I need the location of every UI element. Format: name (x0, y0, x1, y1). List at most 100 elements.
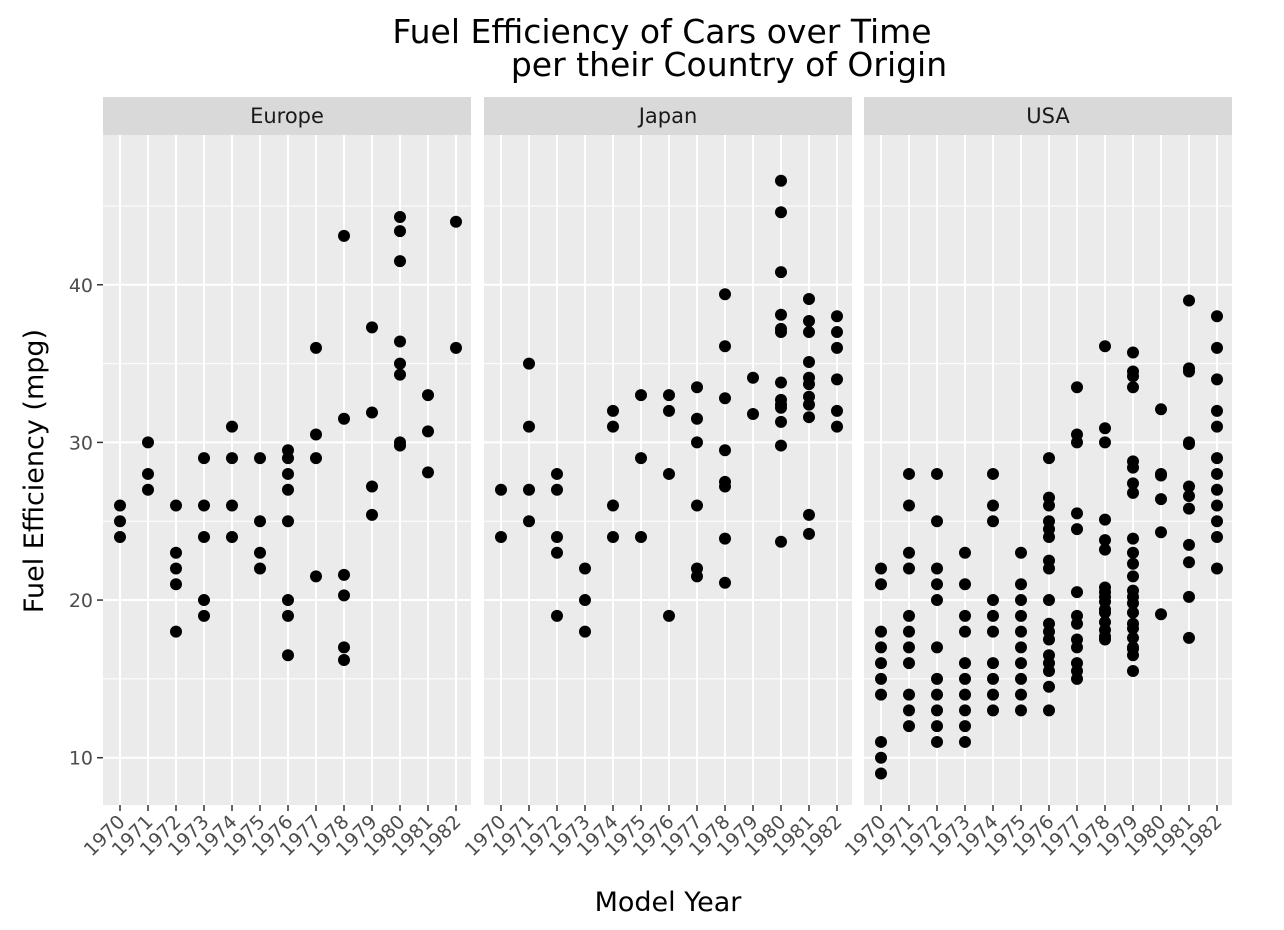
chart-title-line-1: Fuel Efficiency of Cars over Time (392, 12, 931, 51)
data-point (1127, 606, 1139, 619)
data-point (803, 527, 815, 540)
data-point (875, 625, 887, 638)
data-point (1211, 562, 1223, 575)
data-point (1127, 370, 1139, 383)
data-point (142, 436, 154, 449)
data-point (1127, 486, 1139, 499)
data-point (1015, 625, 1027, 638)
data-point (1211, 373, 1223, 386)
data-point (931, 688, 943, 701)
data-point (366, 508, 378, 521)
data-point (903, 562, 915, 575)
data-point (1155, 469, 1167, 482)
data-point (310, 570, 322, 583)
y-tick-label: 20 (69, 590, 93, 612)
data-point (1099, 422, 1111, 435)
data-point (1071, 617, 1083, 630)
data-point (831, 310, 843, 323)
data-point (959, 735, 971, 748)
data-point (1015, 609, 1027, 622)
data-point (607, 404, 619, 417)
data-point (959, 720, 971, 733)
data-point (1099, 513, 1111, 526)
data-point (338, 641, 350, 654)
data-point (775, 439, 787, 452)
data-point (338, 229, 350, 242)
data-point (1183, 502, 1195, 515)
data-point (1211, 404, 1223, 417)
data-point (1127, 546, 1139, 559)
data-point (691, 570, 703, 583)
data-point (523, 483, 535, 496)
data-point (1043, 633, 1055, 646)
data-point (523, 515, 535, 528)
data-point (422, 389, 434, 402)
data-point (1127, 557, 1139, 570)
data-point (691, 381, 703, 394)
facet-panel-usa: USA1970197119721973197419751976197719781… (841, 97, 1232, 861)
data-point (170, 546, 182, 559)
data-point (931, 641, 943, 654)
data-point (1183, 556, 1195, 569)
data-point (310, 428, 322, 441)
data-point (903, 609, 915, 622)
data-point (394, 225, 406, 238)
data-point (366, 480, 378, 493)
data-point (903, 499, 915, 512)
data-point (691, 412, 703, 425)
data-point (551, 467, 563, 480)
data-point (1183, 365, 1195, 378)
data-point (903, 704, 915, 717)
data-point (607, 499, 619, 512)
data-point (282, 594, 294, 607)
data-point (394, 210, 406, 223)
data-point (170, 499, 182, 512)
data-point (831, 404, 843, 417)
data-point (198, 452, 210, 465)
data-point (1155, 526, 1167, 539)
data-point (254, 562, 266, 575)
data-point (1211, 341, 1223, 354)
data-point (1043, 452, 1055, 465)
data-point (775, 535, 787, 548)
data-point (803, 508, 815, 521)
data-point (875, 751, 887, 764)
data-point (635, 389, 647, 402)
data-point (663, 404, 675, 417)
data-point (959, 688, 971, 701)
data-point (959, 609, 971, 622)
data-point (1127, 597, 1139, 610)
data-point (1211, 310, 1223, 323)
data-point (1071, 436, 1083, 449)
data-point (931, 672, 943, 685)
data-point (198, 499, 210, 512)
data-point (1127, 665, 1139, 677)
data-point (1015, 657, 1027, 670)
data-point (1015, 594, 1027, 607)
facet-strip (484, 97, 852, 135)
y-axis: 10 20 30 40 (69, 275, 103, 770)
data-point (170, 578, 182, 591)
data-point (903, 720, 915, 733)
data-point (1127, 346, 1139, 359)
data-point (803, 326, 815, 339)
data-point (114, 531, 126, 543)
data-point (987, 609, 999, 622)
data-point (394, 368, 406, 381)
data-point (691, 499, 703, 512)
data-point (959, 704, 971, 717)
data-point (450, 215, 462, 228)
data-point (903, 657, 915, 670)
data-point (1183, 437, 1195, 450)
data-point (987, 657, 999, 670)
data-point (719, 576, 731, 589)
data-point (1043, 499, 1055, 512)
data-point (959, 625, 971, 638)
data-point (1183, 480, 1195, 493)
data-point (1211, 420, 1223, 433)
data-point (551, 609, 563, 622)
data-point (282, 609, 294, 622)
data-point (1127, 532, 1139, 545)
data-point (1015, 578, 1027, 591)
data-point (1043, 704, 1055, 717)
